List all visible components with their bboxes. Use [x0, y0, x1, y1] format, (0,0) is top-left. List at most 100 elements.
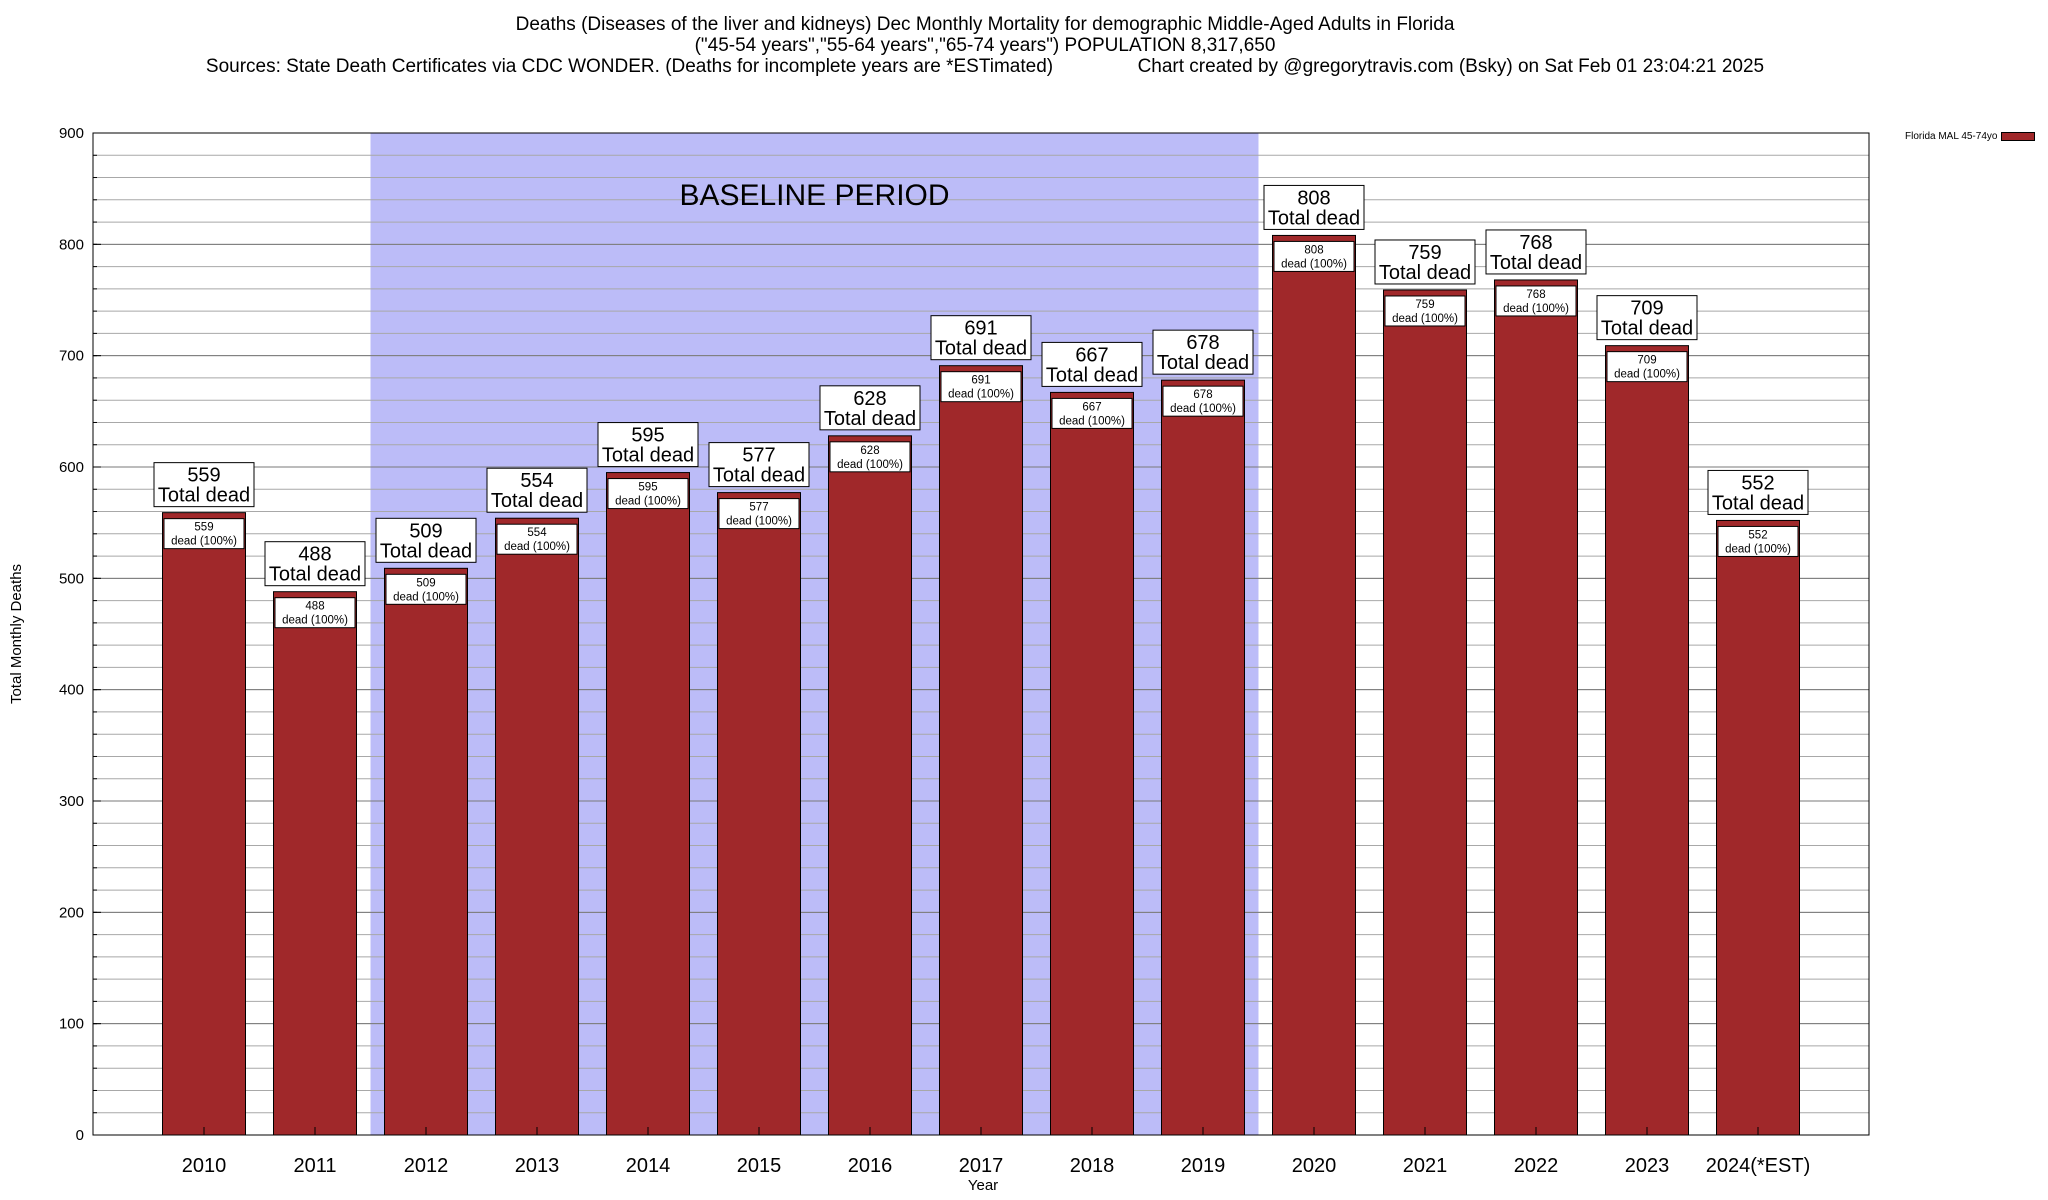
- inner-label-value: 768: [1526, 289, 1545, 301]
- total-label-text: Total dead: [491, 490, 583, 512]
- inner-label-value: 678: [1193, 389, 1212, 401]
- total-label-box: [486, 467, 588, 513]
- bar: [384, 567, 468, 1136]
- total-label-value: 488: [298, 544, 331, 566]
- x-tick-label: 2019: [1181, 1155, 1226, 1177]
- total-label-box: [153, 462, 255, 508]
- total-label-text: Total dead: [713, 465, 805, 487]
- total-label-text: Total dead: [1268, 207, 1360, 229]
- y-tick-label: 400: [59, 682, 84, 699]
- inner-label-box: [718, 498, 800, 530]
- inner-label-text: dead (100%): [615, 496, 681, 508]
- x-tick-label: 2024(*EST): [1706, 1155, 1811, 1177]
- inner-label-text: dead (100%): [504, 541, 570, 553]
- inner-label-text: dead (100%): [1281, 258, 1347, 270]
- inner-label-text: dead (100%): [1392, 313, 1458, 325]
- total-label-text: Total dead: [1046, 364, 1138, 386]
- bar: [1161, 379, 1245, 1136]
- inner-label-box: [829, 441, 911, 473]
- total-label-box: [819, 385, 921, 431]
- total-label-box: [375, 517, 477, 563]
- y-tick-label: 200: [59, 904, 84, 921]
- inner-label-box: [1717, 525, 1799, 557]
- bar: [1050, 391, 1134, 1136]
- x-tick-label: 2022: [1514, 1155, 1559, 1177]
- x-tick-label: 2014: [626, 1155, 671, 1177]
- inner-label-box: [274, 597, 356, 629]
- y-tick-label: 0: [76, 1127, 84, 1144]
- bar: [1716, 519, 1800, 1136]
- total-label-text: Total dead: [935, 338, 1027, 360]
- inner-label-box: [607, 478, 689, 510]
- inner-label-value: 691: [971, 375, 990, 387]
- inner-label-box: [940, 371, 1022, 403]
- total-label-text: Total dead: [1490, 252, 1582, 274]
- total-label-value: 768: [1519, 232, 1552, 254]
- inner-label-value: 488: [305, 601, 324, 613]
- inner-label-box: [1162, 385, 1244, 417]
- x-axis-label: Year: [968, 1177, 998, 1194]
- chart-credit: Chart created by @gregorytravis.com (Bsk…: [1137, 56, 1765, 77]
- x-tick-label: 2016: [848, 1155, 893, 1177]
- inner-label-text: dead (100%): [171, 536, 237, 548]
- total-label-value: 678: [1186, 332, 1219, 354]
- x-tick-label: 2023: [1625, 1155, 1670, 1177]
- chart-title-line2: ("45-54 years","55-64 years","65-74 year…: [694, 35, 1276, 56]
- inner-label-text: dead (100%): [1725, 543, 1791, 555]
- y-tick-label: 900: [59, 125, 84, 142]
- x-tick-label: 2012: [404, 1155, 449, 1177]
- total-label-value: 691: [964, 318, 997, 340]
- inner-label-value: 559: [194, 522, 213, 534]
- inner-label-box: [1606, 351, 1688, 383]
- total-label-value: 667: [1075, 344, 1108, 366]
- total-label-box: [708, 442, 810, 488]
- inner-label-value: 759: [1415, 299, 1434, 311]
- total-label-value: 559: [187, 465, 220, 487]
- chart-sources-credit: Sources: State Death Certificates via CD…: [0, 56, 1970, 77]
- total-label-text: Total dead: [1379, 262, 1471, 284]
- total-label-text: Total dead: [602, 445, 694, 467]
- total-label-box: [1041, 341, 1143, 387]
- y-tick-label: 500: [59, 570, 84, 587]
- total-label-text: Total dead: [380, 540, 472, 562]
- total-label-box: [1263, 184, 1365, 230]
- inner-label-text: dead (100%): [1503, 303, 1569, 315]
- total-label-value: 552: [1741, 472, 1774, 494]
- inner-label-value: 808: [1304, 244, 1323, 256]
- inner-label-value: 595: [638, 482, 657, 494]
- total-label-value: 759: [1408, 242, 1441, 264]
- total-label-box: [1485, 229, 1587, 275]
- total-label-text: Total dead: [824, 408, 916, 430]
- x-tick-label: 2010: [182, 1155, 227, 1177]
- inner-label-text: dead (100%): [837, 459, 903, 471]
- inner-label-box: [1051, 397, 1133, 429]
- total-label-value: 577: [742, 445, 775, 467]
- total-label-box: [1374, 239, 1476, 285]
- total-label-box: [1707, 469, 1809, 515]
- inner-label-value: 552: [1748, 529, 1767, 541]
- inner-label-text: dead (100%): [1059, 415, 1125, 427]
- total-label-text: Total dead: [1712, 492, 1804, 514]
- baseline-label: BASELINE PERIOD: [679, 179, 949, 212]
- inner-label-value: 554: [527, 527, 547, 539]
- inner-label-box: [1384, 295, 1466, 327]
- y-tick-label: 700: [59, 348, 84, 365]
- inner-label-value: 709: [1637, 355, 1656, 367]
- y-tick-label: 100: [59, 1016, 84, 1033]
- bar: [939, 365, 1023, 1136]
- y-tick-label: 800: [59, 236, 84, 253]
- total-label-text: Total dead: [1601, 318, 1693, 340]
- bar: [717, 492, 801, 1136]
- y-tick-label: 600: [59, 459, 84, 476]
- bar: [828, 435, 912, 1136]
- total-label-box: [1596, 295, 1698, 341]
- total-label-box: [1152, 329, 1254, 375]
- bar: [606, 472, 690, 1136]
- total-label-box: [597, 422, 699, 468]
- x-tick-label: 2017: [959, 1155, 1004, 1177]
- inner-label-box: [1495, 285, 1577, 317]
- legend-label: Florida MAL 45-74yo: [1905, 131, 1998, 142]
- inner-label-text: dead (100%): [948, 389, 1014, 401]
- total-label-value: 554: [520, 470, 553, 492]
